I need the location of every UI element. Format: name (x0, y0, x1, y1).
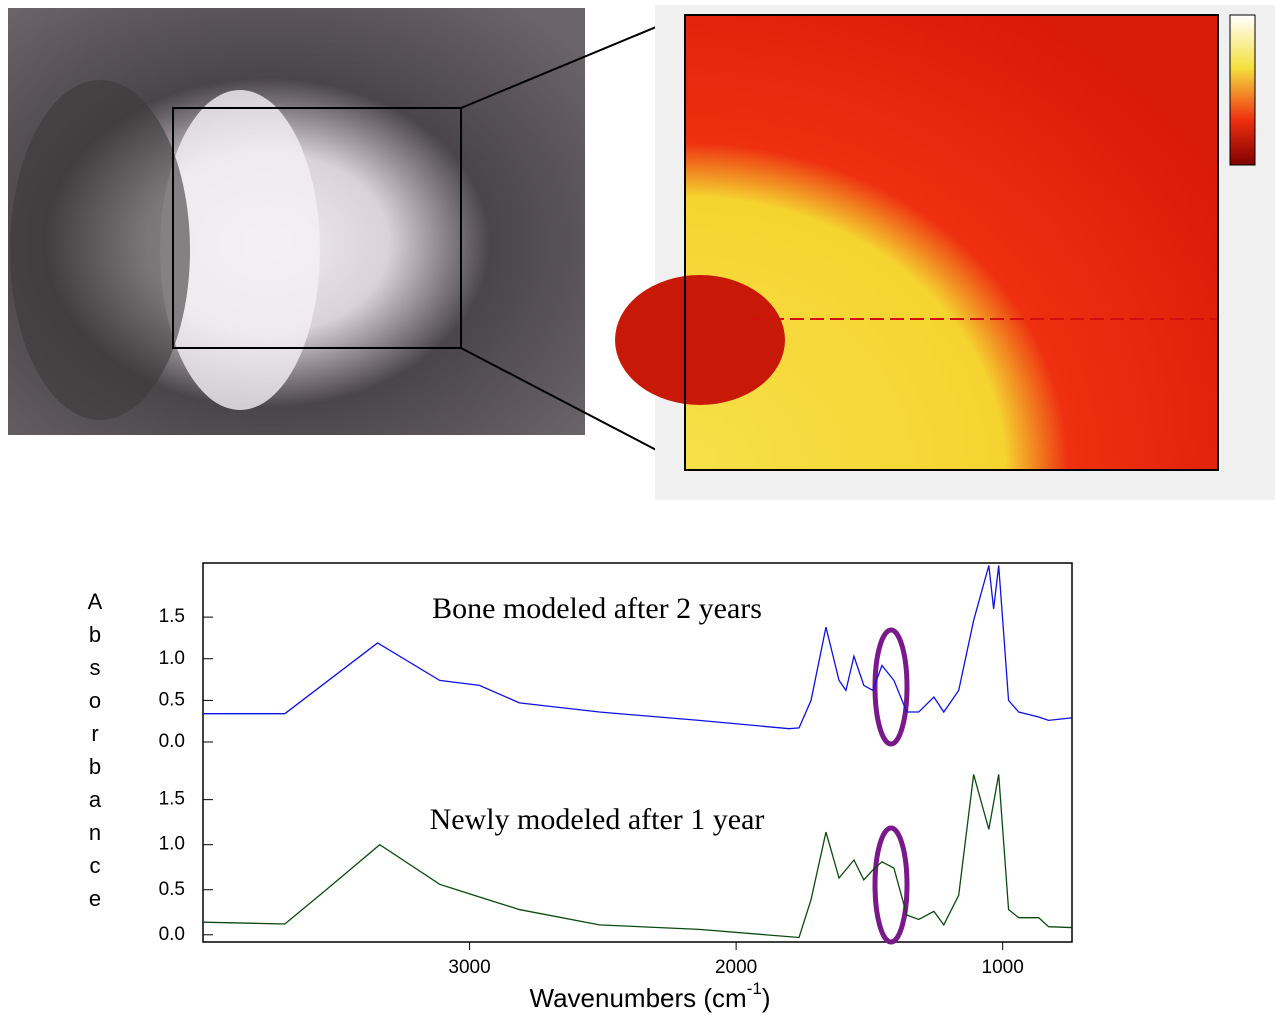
heatmap-frame (684, 14, 1219, 471)
zoom-box (172, 107, 462, 349)
y-tick-label: 1.0 (159, 834, 185, 855)
zoom-line (460, 347, 686, 466)
spectrum (202, 774, 1072, 939)
y-tick-label: 1.0 (159, 648, 185, 669)
zoom-line (460, 14, 686, 109)
y-tick-label: 1.5 (159, 789, 185, 810)
colorbar (1229, 14, 1256, 166)
y-tick-label: 0.5 (159, 689, 185, 710)
heatmap-spot (615, 275, 785, 405)
y-tick-label: 0.5 (159, 879, 185, 900)
x-tick-label: 2000 (715, 957, 757, 978)
x-tick-label: 3000 (448, 957, 490, 978)
spectrum (203, 565, 1072, 730)
x-tick-label: 1000 (982, 957, 1024, 978)
panel-title: Bone modeled after 2 years (432, 592, 762, 625)
highlight-ellipse (872, 825, 910, 945)
highlight-ellipse (872, 627, 910, 747)
x-axis-label-sup: -1 (747, 979, 762, 998)
dark-region (10, 80, 190, 420)
y-tick-label: 0.0 (159, 924, 185, 945)
y-tick-label: 1.5 (159, 606, 185, 627)
x-axis-label-text: Wavenumbers (cm (530, 983, 747, 1013)
heatmap (685, 15, 1218, 470)
x-axis-label-text: ) (762, 983, 771, 1013)
x-axis-label: Wavenumbers (cm-1) (530, 979, 771, 1012)
panel-title: Newly modeled after 1 year (430, 803, 765, 836)
plot-frame (202, 562, 1073, 943)
y-tick-label: 0.0 (159, 731, 185, 752)
bright-region (160, 90, 320, 410)
